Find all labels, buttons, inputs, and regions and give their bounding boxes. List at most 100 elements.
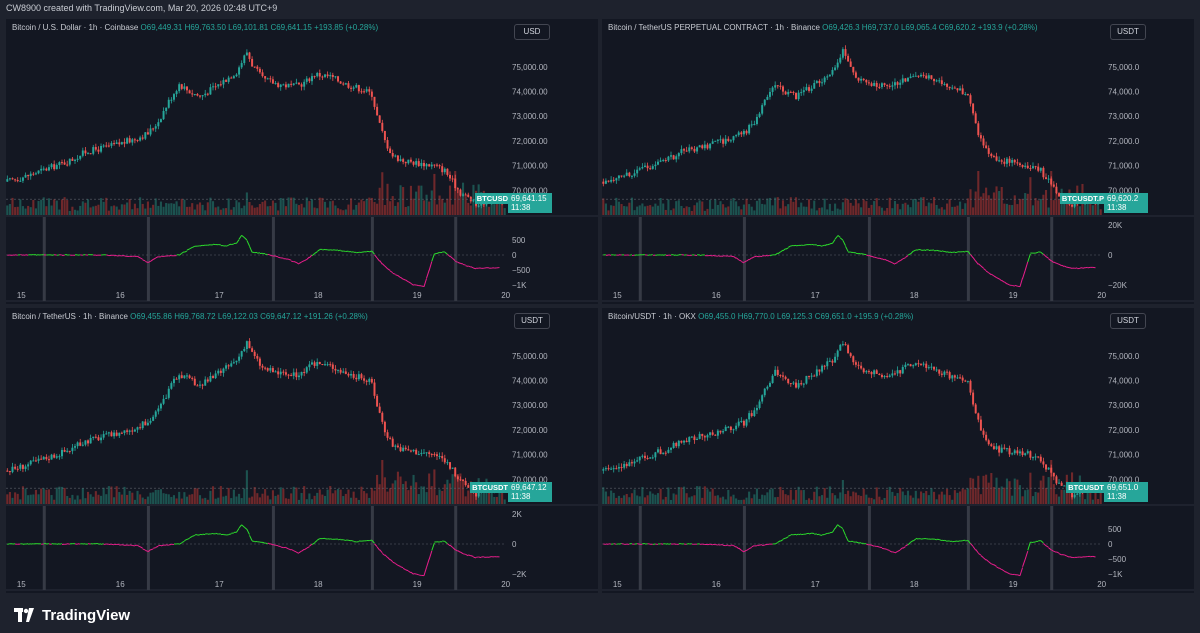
tradingview-logo-icon [14, 608, 36, 622]
candle-body [186, 375, 188, 377]
candle-body [261, 72, 264, 77]
price-axis-label: 70,000.00 [512, 475, 548, 484]
candle-body [880, 83, 883, 88]
volume-bar [45, 489, 48, 504]
volume-bar [927, 495, 930, 504]
chart-svg-4[interactable]: 75,000.074,000.073,000.072,000.071,000.0… [602, 308, 1194, 593]
cvd-segment [428, 550, 433, 560]
cvd-segment [910, 540, 914, 543]
candle-body [675, 156, 678, 160]
volume-bar [488, 206, 491, 215]
volume-bar [282, 488, 285, 504]
chart-panel-4[interactable]: 75,000.0 74,000.0 73,000.0 72,000.0 71,000.0… [602, 308, 1194, 593]
cvd-segment [629, 254, 633, 256]
cvd-segment [941, 250, 945, 253]
candle-body [667, 449, 670, 453]
candle-body [178, 84, 181, 92]
volume-bar [107, 486, 110, 504]
chart-svg-1[interactable]: 75,000.0074,000.0073,000.0072,000.0071,0… [6, 19, 598, 304]
candle-body [24, 466, 27, 469]
volume-bar [157, 205, 160, 215]
chart-panel-2[interactable]: 75,000.0 74,000.0 73,000.0 72,000.0 71,000.0… [602, 19, 1194, 304]
currency-badge[interactable]: USDT [1110, 313, 1146, 329]
candle-body [737, 421, 740, 426]
tradingview-brand[interactable]: TradingView [14, 604, 130, 626]
cvd-segment [655, 254, 659, 256]
candle-body [105, 433, 108, 435]
candle-body [917, 363, 920, 365]
candle-body [287, 83, 290, 88]
x-axis-label: 16 [712, 291, 721, 300]
last-price-tag: 69,641.15 11:38 [508, 193, 552, 214]
volume-bar [961, 488, 964, 504]
candle-body [857, 77, 860, 81]
currency-badge[interactable]: USDT [1110, 24, 1146, 40]
cvd-segment [985, 270, 989, 274]
candle-body [670, 155, 672, 157]
candle-body [1052, 184, 1055, 187]
chart-panel-1[interactable]: 75,000.00 74,000.00 73,000.00 72,000.00 71,0… [6, 19, 598, 304]
volume-bar [724, 499, 727, 504]
candle-body [649, 457, 652, 459]
cvd-axis-label: 0 [1108, 251, 1113, 260]
cvd-segment [166, 544, 169, 546]
candle-body [729, 426, 732, 431]
candle-body [188, 90, 191, 94]
cvd-segment [1043, 253, 1047, 258]
candle-body [391, 438, 394, 447]
candle-body [456, 476, 459, 480]
candle-body [360, 91, 363, 93]
volume-bar [201, 498, 204, 504]
volume-bar [675, 494, 678, 504]
symbol-title[interactable]: Bitcoin / TetherUS PERPETUAL CONTRACT · … [608, 23, 820, 32]
candle-body [776, 369, 779, 376]
cvd-segment [426, 558, 430, 568]
candle-body [610, 468, 613, 470]
symbol-title[interactable]: Bitcoin / TetherUS · 1h · Binance [12, 312, 128, 321]
cvd-segment [918, 248, 922, 251]
volume-bar [860, 207, 863, 215]
cvd-segment [402, 278, 406, 281]
candle-body [53, 454, 56, 458]
volume-bar [501, 487, 504, 504]
volume-bar [240, 498, 243, 504]
candle-body [1005, 448, 1008, 450]
volume-bar [904, 495, 907, 504]
candle-body [89, 153, 92, 155]
volume-bar [602, 198, 605, 215]
cvd-segment [798, 533, 802, 536]
cvd-segment [473, 556, 477, 559]
volume-bar [214, 207, 217, 215]
symbol-legend[interactable]: Bitcoin / U.S. Dollar · 1h · Coinbase O6… [12, 23, 378, 32]
volume-bar [336, 208, 340, 215]
candle-body [199, 384, 201, 386]
currency-badge[interactable]: USD [514, 24, 550, 40]
cvd-segment [912, 538, 917, 542]
symbol-title[interactable]: Bitcoin / U.S. Dollar · 1h · Coinbase [12, 23, 139, 32]
volume-bar [761, 494, 764, 504]
chart-svg-2[interactable]: 75,000.074,000.073,000.072,000.071,000.0… [602, 19, 1194, 304]
volume-bar [456, 474, 459, 504]
candle-body [755, 407, 758, 411]
chart-svg-3[interactable]: 75,000.0074,000.0073,000.0072,000.0071,0… [6, 308, 598, 593]
candle-body [266, 368, 269, 371]
cvd-segment [56, 543, 60, 545]
symbol-legend[interactable]: Bitcoin / TetherUS · 1h · Binance O69,45… [12, 312, 368, 321]
candle-body [193, 94, 196, 96]
volume-bar [84, 498, 87, 504]
candle-body [844, 49, 847, 56]
currency-badge[interactable]: USDT [514, 313, 550, 329]
symbol-legend[interactable]: Bitcoin / TetherUS PERPETUAL CONTRACT · … [608, 23, 1038, 32]
session-marker [370, 506, 374, 590]
volume-bar [303, 486, 306, 504]
chart-panel-3[interactable]: 75,000.00 74,000.00 73,000.00 72,000.00 71,0… [6, 308, 598, 593]
symbol-title[interactable]: Bitcoin/USDT · 1h · OKX [608, 312, 696, 321]
cvd-segment [298, 550, 302, 554]
candle-body [662, 452, 665, 455]
candle-body [238, 356, 241, 361]
volume-bar [352, 209, 355, 215]
candle-body [782, 375, 784, 377]
candle-body [8, 470, 11, 473]
volume-bar [21, 206, 24, 215]
symbol-legend[interactable]: Bitcoin/USDT · 1h · OKX O69,455.0 H69,77… [608, 312, 913, 321]
